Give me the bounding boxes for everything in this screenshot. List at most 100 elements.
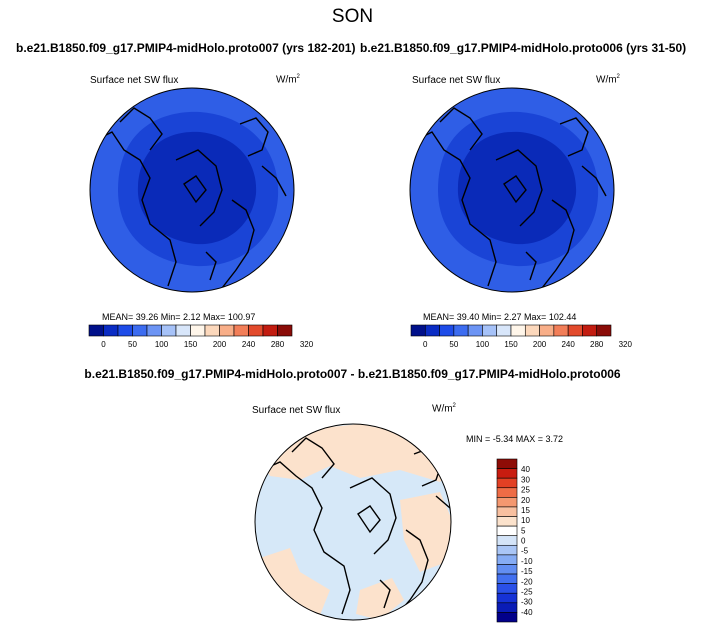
right-colorbar-box bbox=[524, 324, 540, 337]
right-colorbar-box bbox=[496, 324, 512, 337]
right-colorbar: 0 50 100 150 200 240 280 320 bbox=[410, 324, 633, 349]
left-colorbar-box bbox=[262, 324, 278, 337]
left-colorbar-box bbox=[88, 324, 104, 337]
right-colorbar-tick-label: 100 bbox=[476, 340, 490, 349]
left-map-coastlines bbox=[95, 107, 287, 289]
diff-colorbar-box bbox=[496, 573, 518, 584]
diff-colorbar-tick-label: 20 bbox=[521, 496, 530, 505]
diff-map-border bbox=[254, 423, 452, 621]
diff-colorbar-tick-label: -30 bbox=[521, 598, 533, 607]
diff-units-text: W/m bbox=[432, 403, 453, 415]
diff-map-positive-patch-south bbox=[356, 578, 404, 620]
right-panel-title: b.e21.B1850.f09_g17.PMIP4-midHolo.proto0… bbox=[360, 41, 687, 55]
left-colorbar-box bbox=[103, 324, 119, 337]
diff-colorbar-tick-label: 0 bbox=[521, 537, 526, 546]
right-colorbar-tick-label: 320 bbox=[619, 340, 633, 349]
right-colorbar-tick-label: 200 bbox=[533, 340, 547, 349]
right-colorbar-box bbox=[553, 324, 569, 337]
left-colorbar-tick-label: 100 bbox=[155, 340, 169, 349]
diff-colorbar-box bbox=[496, 544, 518, 556]
left-panel-title: b.e21.B1850.f09_g17.PMIP4-midHolo.proto0… bbox=[16, 41, 356, 55]
right-colorbar-box bbox=[567, 324, 583, 337]
diff-colorbar-box bbox=[496, 487, 518, 498]
left-map-border bbox=[89, 87, 295, 293]
diff-map-positive-patch-north bbox=[255, 424, 451, 482]
right-map-coastlines bbox=[415, 107, 607, 289]
left-stats: MEAN= 39.26 Min= 2.12 Max= 100.97 bbox=[102, 312, 256, 322]
diff-stats: MIN = -5.34 MAX = 3.72 bbox=[466, 434, 564, 444]
diff-colorbar-box bbox=[496, 583, 518, 594]
diff-colorbar-tick-label: 25 bbox=[521, 486, 530, 495]
left-colorbar-tick-label: 320 bbox=[300, 340, 314, 349]
diff-colorbar-tick-label: 40 bbox=[521, 465, 530, 474]
diff-colorbar-box bbox=[496, 477, 518, 489]
left-units-label: W/m2 bbox=[276, 74, 300, 85]
left-colorbar-box bbox=[175, 324, 191, 337]
right-colorbar-box bbox=[410, 324, 426, 337]
left-colorbar-tick-label: 280 bbox=[271, 340, 285, 349]
diff-colorbar-box bbox=[496, 564, 518, 575]
right-polar-map bbox=[410, 88, 614, 292]
left-colorbar: 0 50 100 150 200 240 280 320 bbox=[88, 324, 314, 349]
right-colorbar-box bbox=[582, 324, 598, 337]
right-colorbar-box bbox=[539, 324, 555, 337]
left-colorbar-tick-label: 0 bbox=[101, 340, 106, 349]
diff-variable-label: Surface net SW flux bbox=[252, 405, 341, 416]
left-colorbar-box bbox=[146, 324, 162, 337]
diff-map-positive-patch-east bbox=[400, 492, 451, 572]
right-units-text: W/m bbox=[596, 74, 617, 86]
diff-colorbar-box bbox=[496, 602, 518, 613]
left-colorbar-tick-label: 200 bbox=[213, 340, 227, 349]
diff-colorbar-tick-label: -20 bbox=[521, 577, 533, 586]
diff-colorbar-box bbox=[496, 535, 518, 546]
right-colorbar-box bbox=[510, 324, 526, 337]
right-colorbar-box bbox=[467, 324, 483, 337]
left-colorbar-box bbox=[161, 324, 177, 337]
diff-colorbar-box bbox=[496, 497, 518, 508]
right-units-sup: 2 bbox=[616, 74, 620, 80]
diff-colorbar-tick-label: 30 bbox=[521, 475, 530, 484]
right-colorbar-box bbox=[424, 324, 440, 337]
right-colorbar-box bbox=[439, 324, 455, 337]
right-map-inner-field bbox=[457, 131, 577, 245]
left-map-inner-field bbox=[137, 131, 257, 245]
diff-panel-title: b.e21.B1850.f09_g17.PMIP4-midHolo.proto0… bbox=[84, 367, 621, 381]
left-colorbar-box bbox=[204, 324, 220, 337]
diff-colorbar-box bbox=[496, 554, 518, 565]
right-colorbar-tick-label: 280 bbox=[590, 340, 604, 349]
diff-units-sup: 2 bbox=[452, 403, 456, 409]
diff-colorbar-tick-label: -40 bbox=[521, 608, 533, 617]
diff-colorbar-tick-label: 10 bbox=[521, 516, 530, 525]
right-map-border bbox=[409, 87, 615, 293]
left-colorbar-box bbox=[277, 324, 293, 337]
right-colorbar-box bbox=[482, 324, 498, 337]
right-units-label: W/m2 bbox=[596, 74, 620, 85]
diff-colorbar-tick-label: -10 bbox=[521, 557, 533, 566]
diff-colorbar-box bbox=[496, 612, 518, 623]
left-units-sup: 2 bbox=[296, 74, 300, 80]
diff-colorbar-box bbox=[496, 458, 518, 469]
right-colorbar-box bbox=[596, 324, 612, 337]
left-colorbar-tick-label: 150 bbox=[184, 340, 198, 349]
diff-colorbar-tick-label: -5 bbox=[521, 547, 529, 556]
right-colorbar-tick-label: 240 bbox=[561, 340, 575, 349]
diff-colorbar-box bbox=[496, 468, 518, 479]
diff-colorbar-tick-label: -25 bbox=[521, 587, 533, 596]
left-colorbar-tick-label: 240 bbox=[242, 340, 256, 349]
left-units-text: W/m bbox=[276, 74, 297, 86]
left-colorbar-box bbox=[233, 324, 249, 337]
right-colorbar-box bbox=[453, 324, 469, 337]
diff-units-label: W/m2 bbox=[432, 403, 456, 414]
left-colorbar-box bbox=[132, 324, 148, 337]
left-polar-map bbox=[90, 88, 294, 292]
right-colorbar-tick-label: 150 bbox=[504, 340, 518, 349]
diff-colorbar-box bbox=[496, 592, 518, 604]
diff-colorbar-tick-label: -15 bbox=[521, 567, 533, 576]
diff-colorbar-box bbox=[496, 525, 518, 537]
right-variable-label: Surface net SW flux bbox=[412, 75, 501, 86]
diff-colorbar-tick-label: 15 bbox=[521, 506, 530, 515]
main-title: SON bbox=[331, 6, 374, 27]
left-colorbar-tick-label: 50 bbox=[128, 340, 137, 349]
